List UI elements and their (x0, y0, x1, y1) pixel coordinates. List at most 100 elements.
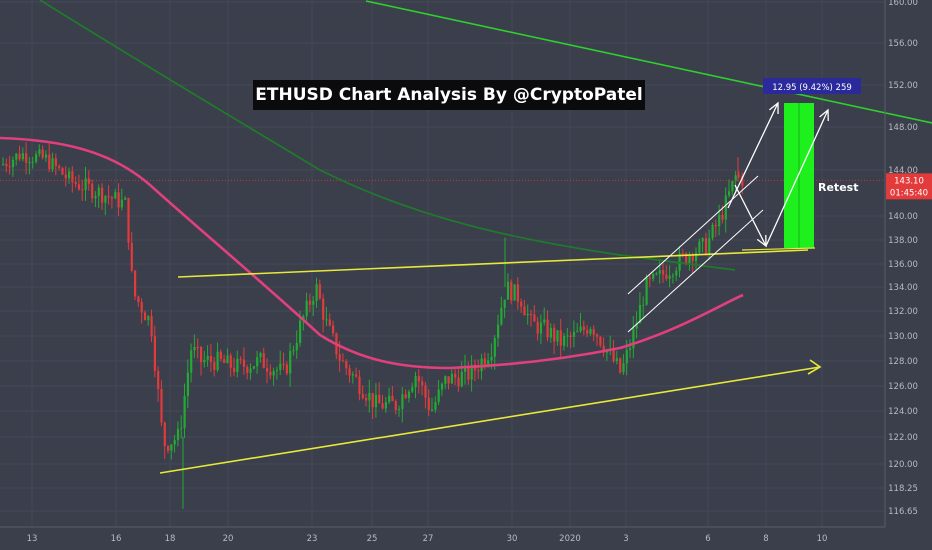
candle-body (450, 373, 453, 384)
candle-body (305, 300, 308, 317)
candle-body (87, 178, 90, 184)
time-tick-label: 18 (165, 534, 176, 544)
candle-body (176, 429, 180, 441)
candle-body (318, 284, 321, 299)
price-tick-label: 118.25 (888, 484, 918, 494)
support-extension (741, 247, 816, 251)
price-tick-label: 128.00 (888, 357, 918, 367)
measure-label: 12.95 (9.42%) 259 (772, 83, 852, 93)
current-price-label: 143.10 (894, 176, 924, 186)
retest-label: Retest (818, 181, 858, 194)
candle-body (120, 199, 123, 208)
candle-body (691, 255, 694, 261)
candle-body (635, 323, 638, 329)
candle-body (523, 306, 526, 316)
candle-body (173, 440, 176, 445)
candle-body (292, 350, 295, 352)
candle-body (190, 350, 193, 373)
candle-body (84, 178, 87, 191)
candle-body (107, 196, 110, 198)
candle-body (21, 153, 24, 160)
projection-arrow (727, 102, 779, 209)
candle-body (665, 274, 668, 279)
candle-body (239, 358, 242, 360)
candle-body (417, 376, 420, 382)
current-price-tag (886, 173, 932, 200)
candle-body (681, 253, 684, 255)
candle-body (77, 184, 81, 190)
candle-body (533, 314, 536, 322)
candle-body (384, 402, 387, 409)
candle-body (200, 347, 203, 363)
candle-body (341, 360, 345, 362)
candle-body (440, 383, 444, 390)
candle-body (685, 253, 688, 264)
price-tick-label: 152.00 (888, 81, 918, 91)
candle-body (312, 300, 315, 305)
candle-body (549, 327, 552, 338)
time-tick-label: 3 (623, 534, 628, 544)
candle-body (497, 324, 500, 339)
candle-body (378, 394, 381, 404)
arrow-head (807, 359, 822, 375)
channel-line-lower (627, 209, 764, 333)
candle-body (675, 270, 678, 276)
moving-average-green (39, 0, 736, 271)
candle-body (487, 360, 490, 365)
candle-body (101, 187, 104, 203)
candle-body (213, 362, 216, 370)
price-tick-label: 136.00 (888, 260, 918, 270)
candle-body (44, 154, 48, 158)
time-tick-label: 23 (307, 534, 318, 544)
candle-body (480, 358, 483, 372)
countdown-label: 01:45:40 (890, 188, 928, 198)
price-tick-label: 138.00 (888, 236, 918, 246)
price-tick-label: 130.00 (888, 332, 918, 342)
candle-body (391, 395, 394, 402)
candle-body (721, 214, 724, 220)
candle-body (259, 353, 262, 358)
candle-body (464, 365, 467, 372)
candle-body (143, 312, 147, 321)
candle-body (315, 284, 318, 301)
candle-body (252, 366, 255, 369)
candle-body (741, 176, 744, 186)
descending-trendline (365, 0, 932, 124)
candle-body (127, 198, 130, 243)
candle-body (236, 358, 239, 372)
candle-series (2, 142, 744, 509)
candle-body (516, 284, 519, 302)
candle-body (147, 316, 150, 321)
price-tick-label: 144.00 (888, 166, 918, 176)
price-tick-label: 134.00 (888, 283, 918, 293)
candle-body (18, 153, 21, 160)
candle-body (701, 238, 704, 242)
time-tick-label: 30 (507, 534, 518, 544)
price-tick-label: 160.00 (888, 0, 918, 8)
candle-body (404, 394, 407, 398)
candle-body (110, 197, 114, 199)
candle-body (652, 273, 655, 279)
time-tick-label: 2020 (559, 534, 581, 544)
candle-body (427, 397, 430, 411)
candle-body (299, 320, 302, 343)
moving-average-pink (0, 136, 744, 370)
candle-body (282, 363, 285, 365)
candle-body (226, 355, 229, 363)
candle-body (54, 158, 57, 166)
candle-body (308, 300, 312, 305)
candle-body (355, 374, 358, 377)
candle-body (671, 275, 675, 277)
candle-body (698, 241, 701, 253)
candle-body (167, 446, 170, 451)
candle-body (160, 388, 163, 423)
candle-body (97, 187, 100, 197)
candle-body (61, 167, 64, 175)
candle-body (35, 154, 38, 162)
candle-body (421, 381, 424, 386)
candle-body (104, 196, 107, 203)
price-tick-label: 126.00 (888, 382, 918, 392)
candle-body (467, 365, 470, 380)
candle-body (361, 393, 364, 399)
candle-body (193, 347, 196, 351)
